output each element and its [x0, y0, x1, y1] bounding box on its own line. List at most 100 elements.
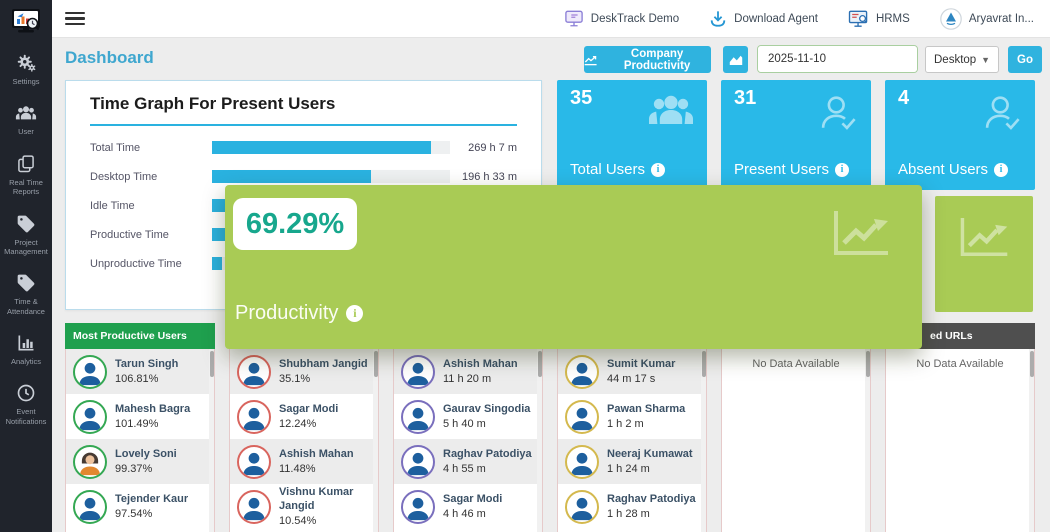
- no-data-text: No Data Available: [916, 358, 1004, 370]
- panel-scrollbar-track: [209, 349, 214, 532]
- topbar: DeskTrack Demo Download Agent HRMS: [52, 0, 1050, 38]
- user-value: 12.24%: [279, 418, 317, 431]
- user-avatar: [401, 489, 435, 524]
- info-icon[interactable]: i: [835, 162, 850, 177]
- user-name: Neeraj Kumawat: [607, 447, 693, 460]
- present-users-value: 31: [734, 87, 757, 109]
- no-data-text: No Data Available: [752, 358, 840, 370]
- user-info: Gaurav Singodia 5 h 40 m: [443, 403, 530, 431]
- desktrack-logo[interactable]: [0, 0, 52, 44]
- user-avatar: [565, 489, 599, 524]
- user-row[interactable]: Ashish Mahan 11.48%: [230, 439, 378, 484]
- user-name: Sagar Modi: [443, 492, 503, 505]
- user-row[interactable]: Sumit Kumar 44 m 17 s: [558, 349, 706, 394]
- user-info: Tarun Singh 106.81%: [115, 358, 178, 386]
- user-row[interactable]: Neeraj Kumawat 1 h 24 m: [558, 439, 706, 484]
- user-row[interactable]: Raghav Patodiya 1 h 28 m: [558, 484, 706, 529]
- user-info: Pawan Sharma 1 h 2 m: [607, 403, 685, 431]
- user-avatar: [237, 399, 271, 434]
- user-avatar: [565, 444, 599, 479]
- time-graph-title: Time Graph For Present Users: [90, 94, 336, 113]
- user-row[interactable]: Vishnu Kumar Jangid 10.54%: [230, 484, 378, 529]
- user-value: 1 h 2 m: [607, 418, 644, 431]
- area-chart-icon: [729, 55, 742, 65]
- panel-scrollbar-thumb[interactable]: [865, 351, 870, 377]
- user-row[interactable]: Gaurav Singodia 5 h 40 m: [394, 394, 542, 439]
- sidebar-item-label: User: [18, 127, 34, 137]
- sidebar-item-label: Time & Attendance: [7, 297, 45, 316]
- sidebar-item-event-notifications[interactable]: Event Notifications: [0, 374, 52, 434]
- user-avatar: [237, 444, 271, 479]
- info-icon[interactable]: i: [994, 162, 1009, 177]
- user-name: Raghav Patodiya: [607, 492, 696, 505]
- user-value: 1 h 24 m: [607, 463, 650, 476]
- productivity-overlay-card: 69.29% Productivity i: [225, 185, 922, 349]
- user-row[interactable]: Ashish Mahan 11 h 20 m: [394, 349, 542, 394]
- area-chart-button[interactable]: [723, 46, 748, 73]
- time-graph-row: Desktop Time 196 h 33 m: [90, 162, 517, 191]
- user-row[interactable]: Raghav Patodiya 4 h 55 m: [394, 439, 542, 484]
- company-productivity-label: Company Productivity: [623, 47, 691, 72]
- panel-body: Shubham Jangid 35.1% Sagar Modi 12.24% A…: [229, 349, 379, 532]
- panel-scrollbar-thumb[interactable]: [701, 351, 706, 377]
- topbar-item-desktrack-demo[interactable]: DeskTrack Demo: [564, 10, 679, 28]
- bottom-panel-3: Ashish Mahan 11 h 20 m Gaurav Singodia 5…: [393, 323, 543, 532]
- sidebar-item-project-management[interactable]: Project Management: [0, 205, 52, 265]
- user-name: Vishnu Kumar Jangid: [279, 485, 354, 512]
- topbar-item-hrms[interactable]: HRMS: [848, 10, 910, 28]
- user-row[interactable]: Shubham Jangid 35.1%: [230, 349, 378, 394]
- panel-scrollbar-thumb[interactable]: [537, 351, 542, 377]
- topbar-item-account[interactable]: Aryavrat In...: [940, 7, 1034, 30]
- bottom-panel-1: Most Productive Users Tarun Singh 106.81…: [65, 323, 215, 532]
- user-name: Ashish Mahan: [279, 447, 354, 460]
- panel-scrollbar-track: [537, 349, 542, 532]
- user-info: Raghav Patodiya 1 h 28 m: [607, 493, 696, 521]
- panel-scrollbar-track: [701, 349, 706, 532]
- user-avatar: [237, 354, 271, 389]
- user-value: 97.54%: [115, 508, 153, 521]
- sidebar-item-analytics[interactable]: Analytics: [0, 324, 52, 374]
- date-input[interactable]: [758, 46, 917, 72]
- user-row[interactable]: Mahesh Bagra 101.49%: [66, 394, 214, 439]
- panel-scrollbar-thumb[interactable]: [373, 351, 378, 377]
- panel-body: Sumit Kumar 44 m 17 s Pawan Sharma 1 h 2…: [557, 349, 707, 532]
- user-row[interactable]: Pawan Sharma 1 h 2 m: [558, 394, 706, 439]
- topbar-item-label: Aryavrat In...: [968, 12, 1034, 25]
- go-button[interactable]: Go: [1008, 46, 1042, 73]
- person-check-icon: [981, 92, 1023, 137]
- info-icon[interactable]: i: [651, 162, 666, 177]
- hamburger-menu-icon[interactable]: [65, 9, 85, 29]
- user-row[interactable]: Lovely Soni 99.37%: [66, 439, 214, 484]
- topbar-item-download-agent[interactable]: Download Agent: [709, 10, 818, 28]
- user-name: Tarun Singh: [115, 357, 179, 370]
- user-row[interactable]: Sagar Modi 4 h 46 m: [394, 484, 542, 529]
- user-row[interactable]: Sagar Modi 12.24%: [230, 394, 378, 439]
- device-select[interactable]: Desktop ▼: [925, 46, 999, 73]
- clock-icon: [2, 383, 50, 403]
- divider: [90, 124, 517, 126]
- sidebar-item-real-time-reports[interactable]: Real Time Reports: [0, 145, 52, 205]
- total-users-label: Total Users: [570, 161, 646, 178]
- time-bar-fill: [212, 170, 372, 183]
- panel-scrollbar-thumb[interactable]: [1029, 351, 1034, 377]
- panel-scrollbar-track: [1029, 349, 1034, 532]
- absent-users-value: 4: [898, 87, 910, 109]
- productivity-value-badge: 69.29%: [233, 198, 357, 250]
- user-row[interactable]: Tarun Singh 106.81%: [66, 349, 214, 394]
- time-bar-track: [212, 170, 450, 183]
- present-users-label: Present Users: [734, 161, 830, 178]
- demo-monitor-icon: [564, 10, 583, 26]
- user-row[interactable]: Tejender Kaur 97.54%: [66, 484, 214, 529]
- sidebar-item-settings[interactable]: Settings: [0, 44, 52, 94]
- user-value: 5 h 40 m: [443, 418, 486, 431]
- panel-scrollbar-thumb[interactable]: [209, 351, 214, 377]
- user-info: Ashish Mahan 11.48%: [279, 448, 354, 476]
- productivity-mini-card: [935, 196, 1033, 312]
- chevron-down-icon: ▼: [981, 54, 990, 65]
- productivity-label: Productivity: [235, 302, 339, 324]
- info-icon[interactable]: i: [346, 305, 364, 322]
- panel-body: No Data Available: [721, 349, 871, 532]
- sidebar-item-user[interactable]: User: [0, 94, 52, 144]
- company-productivity-button[interactable]: Company Productivity: [584, 46, 711, 73]
- sidebar-item-time-attendance[interactable]: Time & Attendance: [0, 264, 52, 324]
